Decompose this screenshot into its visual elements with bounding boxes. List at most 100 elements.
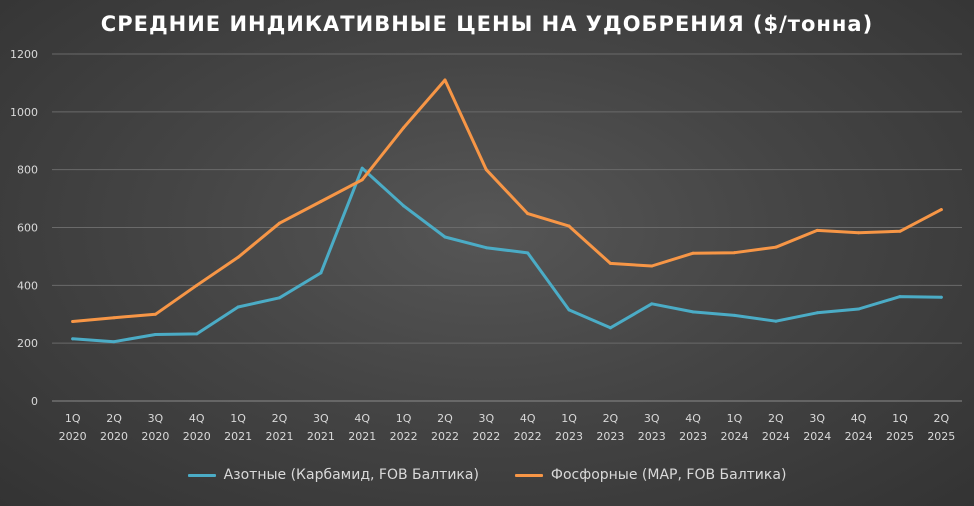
legend-item-nitrogen[interactable]: Азотные (Карбамид, FOB Балтика) [187,467,479,483]
series-line-nitrogen[interactable] [71,166,943,344]
x-tick-year: 2021 [266,430,294,443]
x-tick-year: 2023 [638,430,666,443]
x-axis-ticks: 1Q 2020 2Q 2020 3Q 2020 4Q 2020 1Q 2021 2Q 2021 3Q 20… [59,412,956,443]
data-point[interactable] [567,224,571,228]
data-point[interactable] [815,311,819,315]
x-tick-year: 2024 [762,430,790,443]
x-tick-quarter: 3Q [313,412,329,425]
x-tick-quarter: 2Q [272,412,288,425]
x-tick-year: 2022 [390,430,418,443]
legend-item-phosphate[interactable]: Фосфорные (MAP, FOB Балтика) [514,467,787,483]
data-point[interactable] [236,255,240,259]
y-tick-label: 600 [17,222,38,235]
x-tick-quarter: 1Q [727,412,743,425]
x-tick-year: 2022 [472,430,500,443]
data-point[interactable] [402,126,406,130]
data-point[interactable] [484,246,488,250]
data-point[interactable] [153,312,157,316]
data-point[interactable] [691,310,695,314]
data-point[interactable] [278,221,281,225]
x-tick-quarter: 1Q [892,412,908,425]
y-tick-label: 200 [17,337,38,350]
x-tick-quarter: 2Q [768,412,784,425]
data-point[interactable] [815,228,819,232]
x-tick-year: 2021 [224,430,252,443]
data-point[interactable] [484,168,488,172]
chart-title: СРЕДНИЕ ИНДИКАТИВНЫЕ ЦЕНЫ НА УДОБРЕНИЯ (… [100,12,874,36]
x-tick-year: 2021 [348,430,376,443]
legend: Азотные (Карбамид, FOB Балтика) Фосфорны… [0,467,974,483]
x-tick-quarter: 3Q [478,412,494,425]
data-point[interactable] [526,212,530,216]
data-point[interactable] [278,296,281,300]
data-point[interactable] [195,332,199,336]
data-point[interactable] [402,204,406,208]
x-tick-year: 2023 [596,430,624,443]
y-tick-label: 1200 [10,48,38,61]
x-tick-quarter: 3Q [809,412,825,425]
x-tick-year: 2022 [431,430,459,443]
data-point[interactable] [857,307,861,311]
x-tick-year: 2020 [141,430,169,443]
data-point[interactable] [939,208,943,212]
data-point[interactable] [774,245,778,249]
data-point[interactable] [319,271,323,275]
series-lines [71,78,943,344]
gridlines [52,53,962,402]
data-point[interactable] [608,326,612,330]
x-tick-year: 2024 [845,430,873,443]
x-tick-year: 2022 [514,430,542,443]
data-point[interactable] [898,295,902,299]
x-tick-year: 2023 [679,430,707,443]
data-point[interactable] [567,308,571,312]
data-point[interactable] [691,251,695,255]
data-point[interactable] [112,340,116,344]
data-point[interactable] [236,305,240,309]
data-point[interactable] [650,264,654,268]
data-point[interactable] [608,261,612,265]
data-point[interactable] [71,337,75,341]
data-point[interactable] [526,251,530,255]
data-point[interactable] [360,166,364,170]
legend-label-phosphate: Фосфорные (MAP, FOB Балтика) [550,467,787,483]
data-point[interactable] [733,251,736,255]
x-tick-year: 2023 [555,430,583,443]
x-tick-year: 2025 [927,430,955,443]
y-tick-label: 400 [17,279,38,292]
data-point[interactable] [195,283,199,287]
x-tick-year: 2024 [803,430,831,443]
data-point[interactable] [939,295,943,299]
x-tick-quarter: 4Q [520,412,536,425]
data-point[interactable] [153,332,157,336]
x-tick-quarter: 4Q [189,412,205,425]
legend-swatch-phosphate [514,473,543,477]
x-tick-quarter: 4Q [851,412,867,425]
x-tick-quarter: 3Q [148,412,164,425]
x-tick-quarter: 1Q [230,412,246,425]
x-tick-quarter: 2Q [933,412,949,425]
data-point[interactable] [650,302,654,306]
data-point[interactable] [319,199,323,203]
x-tick-year: 2021 [307,430,335,443]
data-point[interactable] [112,316,116,320]
x-tick-year: 2025 [886,430,914,443]
data-point[interactable] [774,319,778,323]
x-tick-quarter: 2Q [603,412,619,425]
x-tick-quarter: 2Q [106,412,122,425]
y-axis-ticks: 0 200 400 600 800 1000 1200 [10,48,38,408]
x-tick-quarter: 1Q [561,412,577,425]
data-point[interactable] [857,231,861,235]
data-point[interactable] [71,319,75,323]
x-tick-year: 2024 [721,430,749,443]
legend-swatch-nitrogen [187,473,216,477]
data-point[interactable] [443,235,447,239]
series-line-phosphate[interactable] [71,78,943,323]
x-tick-quarter: 4Q [354,412,370,425]
x-tick-quarter: 1Q [396,412,412,425]
data-point[interactable] [898,229,902,233]
x-tick-quarter: 2Q [437,412,453,425]
data-point[interactable] [443,78,447,82]
data-point[interactable] [733,313,736,317]
data-point[interactable] [360,178,364,182]
